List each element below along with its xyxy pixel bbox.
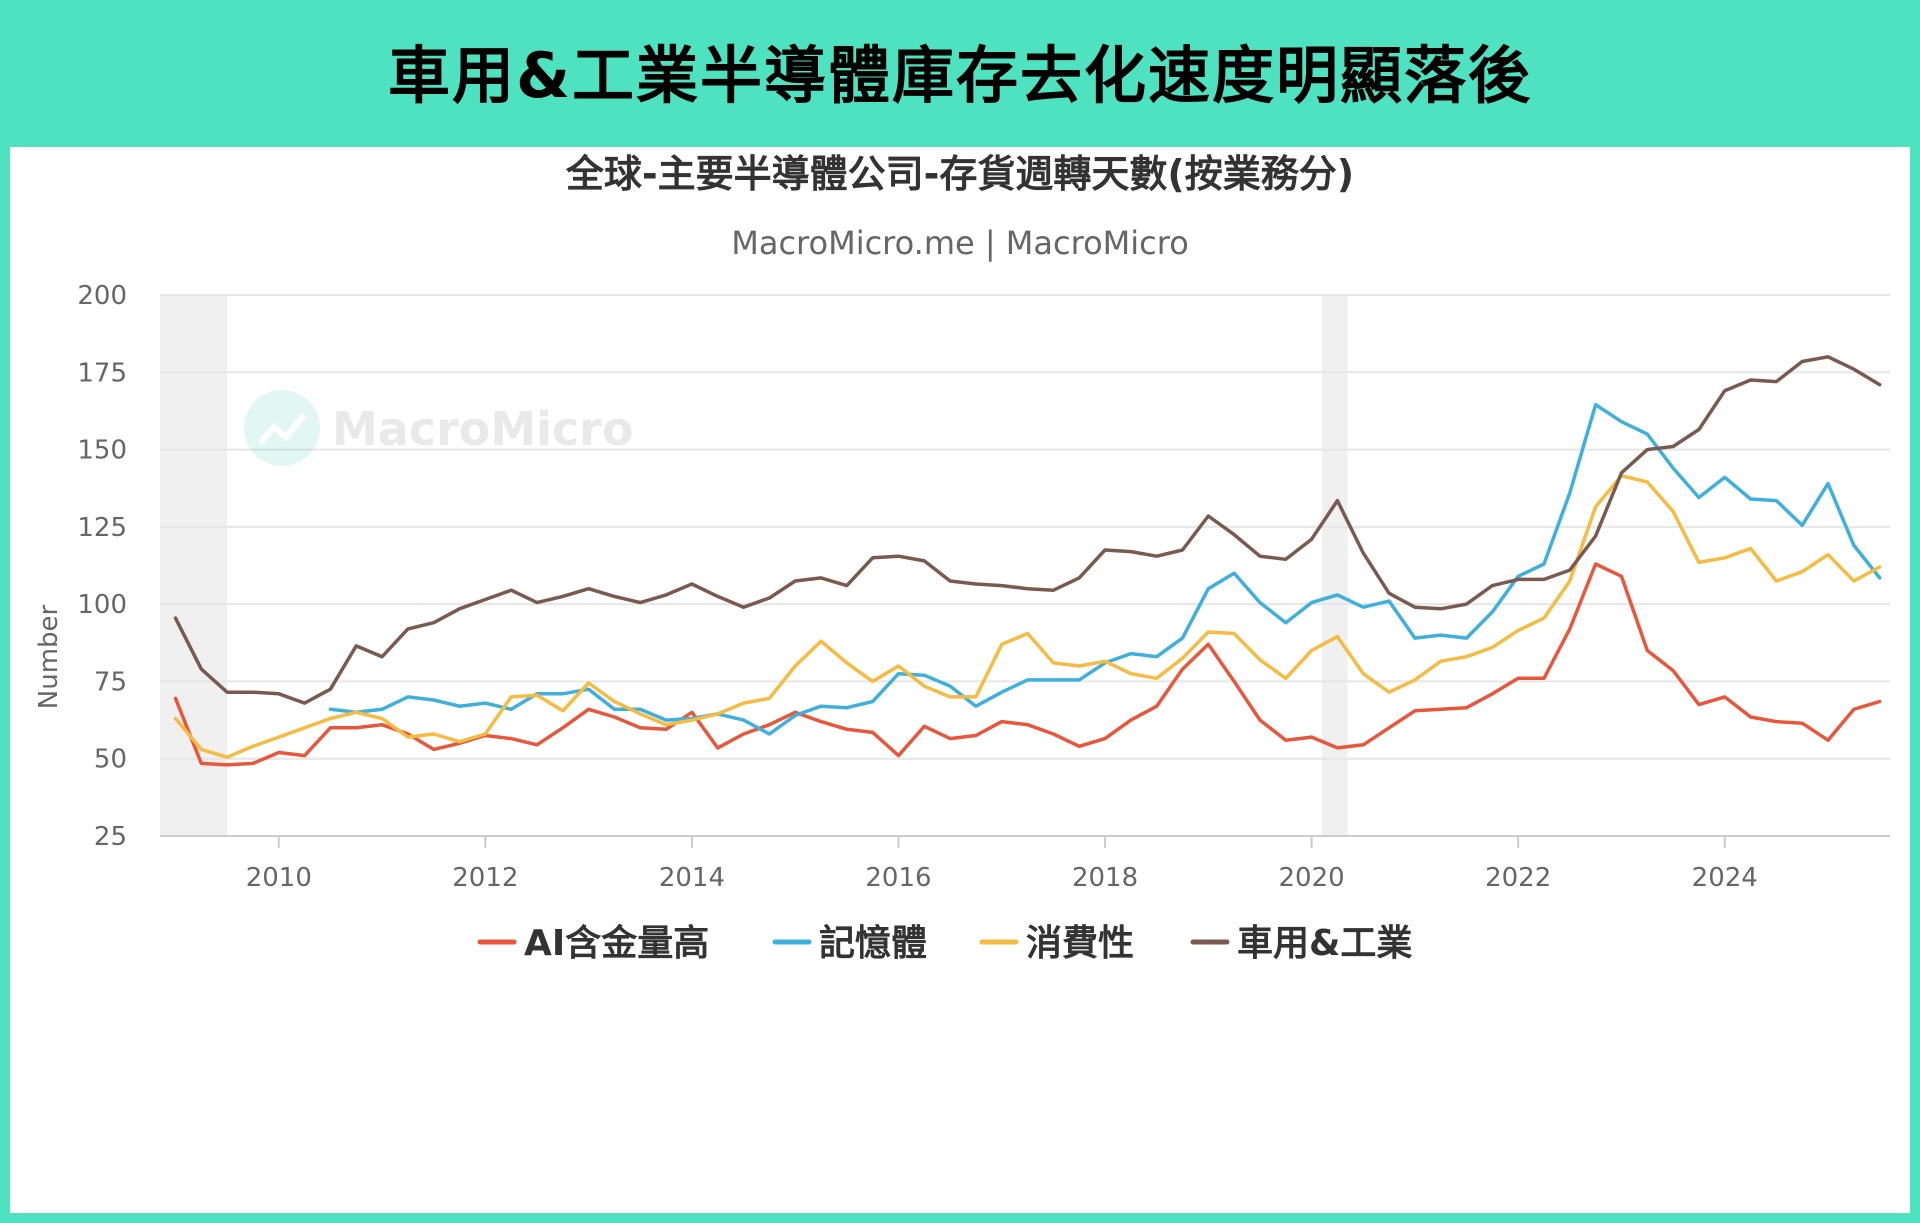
- legend-label-2: 消費性: [1026, 923, 1134, 964]
- x-axis: 2010 2012 2014 2016 2018 2020 2022 2024: [246, 836, 1758, 893]
- series-lines: [173, 355, 1882, 767]
- y-tick-label: 125: [77, 513, 127, 543]
- y-tick-label: 25: [94, 822, 127, 852]
- x-tick-label: 2020: [1279, 863, 1345, 893]
- recession-bands: [160, 295, 1348, 836]
- x-tick-label: 2016: [865, 863, 931, 893]
- x-tick-label: 2024: [1692, 863, 1758, 893]
- legend-label-3: 車用&工業: [1237, 923, 1412, 964]
- series-line-2: [173, 474, 1882, 759]
- gridlines: [160, 294, 1890, 837]
- legend-label-0: AI含金量高: [524, 922, 709, 964]
- x-tick-label: 2014: [659, 863, 725, 893]
- x-tick-label: 2022: [1485, 863, 1551, 893]
- watermark-text: MacroMicro: [332, 402, 633, 456]
- y-axis-label: Number: [34, 604, 64, 709]
- y-tick-label: 150: [77, 436, 127, 466]
- legend: AI含金量高 記憶體 消費性 車用&工業: [477, 922, 1412, 964]
- watermark-chart-glyph: [257, 413, 307, 445]
- y-tick-label: 50: [94, 745, 127, 775]
- y-tick-label: 200: [77, 281, 127, 311]
- banner-title: 車用&工業半導體庫存去化速度明顯落後: [387, 39, 1533, 112]
- watermark: MacroMicro: [244, 390, 633, 466]
- y-tick-label: 100: [77, 590, 127, 620]
- y-tick-label: 175: [77, 358, 127, 388]
- x-tick-label: 2010: [246, 863, 312, 893]
- legend-label-1: 記憶體: [819, 923, 927, 964]
- line-chart: 全球-主要半導體公司-存貨週轉天數(按業務分) MacroMicro.me | …: [34, 152, 1890, 964]
- y-tick-label: 75: [94, 667, 127, 697]
- series-line-3: [173, 355, 1882, 705]
- chart-panel: 全球-主要半導體公司-存貨週轉天數(按業務分) MacroMicro.me | …: [10, 147, 1910, 1213]
- x-tick-label: 2018: [1072, 863, 1138, 893]
- y-axis: 25 50 75 100 125 150 175 200: [77, 281, 127, 852]
- chart-subtitle: MacroMicro.me | MacroMicro: [731, 224, 1189, 262]
- chart-title: 全球-主要半導體公司-存貨週轉天數(按業務分): [565, 152, 1354, 196]
- banner: 車用&工業半導體庫存去化速度明顯落後: [0, 0, 1920, 140]
- x-tick-label: 2012: [452, 863, 518, 893]
- recession-band-1: [1321, 295, 1348, 836]
- macromicro-logo-icon: [244, 390, 320, 466]
